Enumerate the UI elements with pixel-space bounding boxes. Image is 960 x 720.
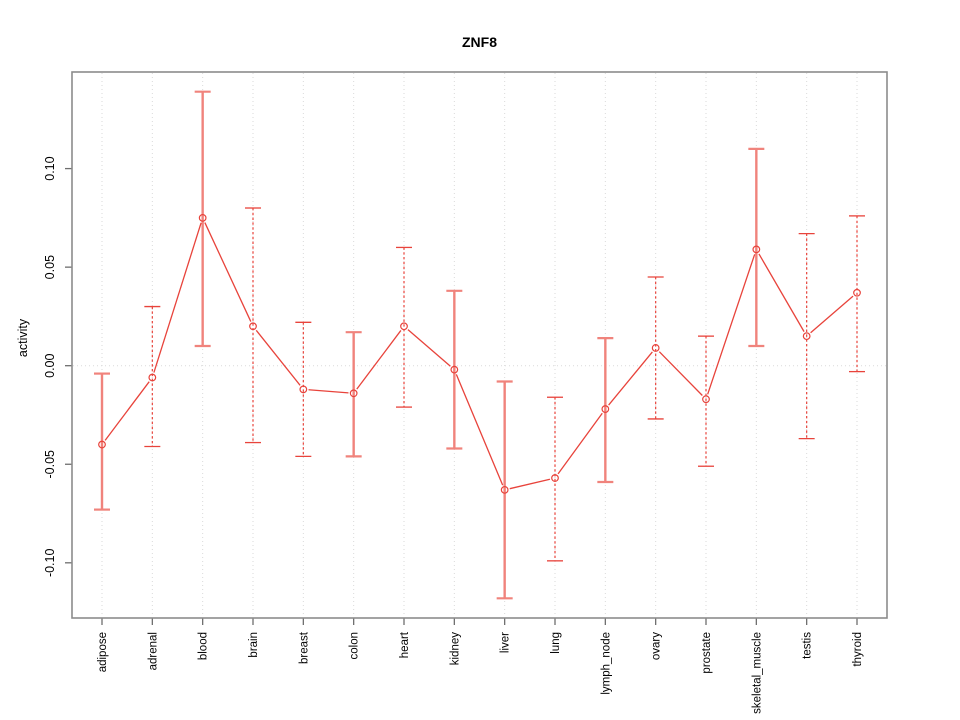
line-segment (455, 374, 504, 486)
x-tick-label: brain (248, 632, 260, 658)
data-point (450, 365, 459, 374)
y-tick-label: 0.00 (43, 353, 57, 377)
data-point (752, 245, 761, 254)
data-point (148, 373, 157, 382)
x-tick-label: thyroid (852, 632, 864, 667)
line-segment (153, 222, 202, 373)
line-segment (255, 329, 301, 386)
line-segment (608, 351, 653, 406)
y-tick-label: 0.10 (43, 156, 57, 180)
line-segment (658, 351, 703, 396)
x-tick-label: skeletal_muscle (751, 632, 763, 714)
data-point (400, 322, 408, 331)
y-tick-label: 0.05 (43, 255, 57, 279)
y-tick-label: -0.10 (43, 549, 57, 578)
plot-title: ZNF8 (462, 34, 497, 50)
plot-box (71, 71, 888, 619)
line-segment (707, 254, 756, 395)
data-point (551, 474, 559, 482)
axes: 0.10 0.05 0.00 -0.05 -0.10 adipose adrenal bloo… (43, 156, 864, 713)
x-tick-label: ovary (651, 632, 663, 660)
x-tick-label: testis (802, 632, 814, 659)
data-point (249, 322, 257, 331)
line-segment (509, 478, 551, 490)
line-segment (810, 295, 854, 334)
data-point (601, 405, 610, 413)
x-tick-label: adipose (97, 632, 109, 672)
x-tick-label: lymph_node (600, 632, 612, 695)
x-tick-label: liver (500, 632, 512, 653)
data-series (98, 213, 861, 494)
data-point (349, 389, 358, 398)
data-point (500, 485, 509, 494)
data-point (299, 385, 308, 394)
error-bars (94, 90, 865, 600)
line-segment (204, 222, 252, 322)
data-point (853, 288, 861, 297)
line-segment (407, 329, 451, 367)
y-axis-label: activity (16, 318, 30, 357)
line-segment (557, 412, 603, 475)
x-tick-label: heart (399, 631, 411, 658)
x-tick-label: blood (198, 632, 210, 660)
line-segment (758, 253, 805, 332)
data-point (651, 344, 660, 352)
x-tick-label: adrenal (147, 632, 159, 670)
x-tick-label: kidney (449, 632, 461, 665)
line-segment (308, 389, 349, 394)
x-tick-label: prostate (701, 632, 713, 674)
line-segment (356, 330, 402, 390)
data-point (802, 332, 811, 341)
line-segment (104, 381, 150, 441)
data-point (98, 440, 106, 449)
y-tick-label: -0.05 (43, 450, 57, 479)
data-point (198, 213, 207, 222)
x-tick-label: lung (550, 632, 562, 654)
data-point (702, 395, 710, 404)
x-tick-label: colon (349, 632, 361, 660)
x-tick-label: breast (298, 631, 310, 664)
